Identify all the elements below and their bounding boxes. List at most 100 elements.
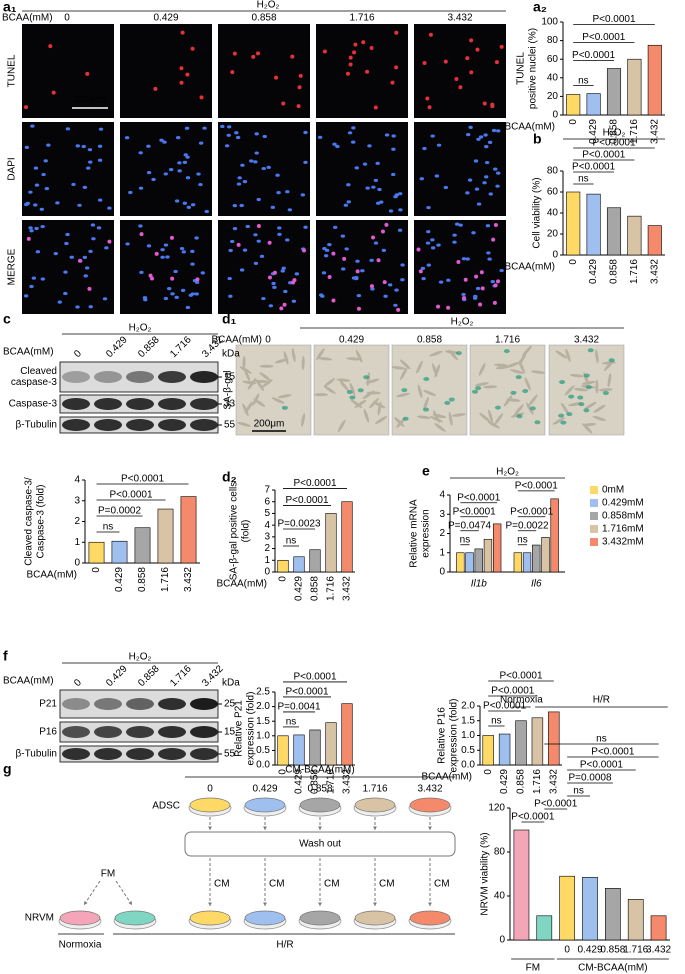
nucleus [345, 71, 350, 76]
x-tick-label: 0.858 [137, 567, 148, 592]
nucleus [83, 274, 88, 278]
nucleus [343, 203, 349, 207]
nucleus [490, 104, 495, 109]
significance-label: P<0.0001 [293, 672, 337, 683]
nucleus [185, 176, 191, 180]
significance-label: P<0.0001 [457, 492, 501, 503]
nucleus [242, 180, 248, 184]
cell [451, 413, 466, 417]
significance-label: P<0.0001 [591, 747, 635, 758]
x-axis-label: BCAA(mM) [504, 262, 555, 273]
x-tick-label: 3.432 [548, 769, 559, 794]
bar [606, 68, 622, 116]
panel-label: g [3, 761, 12, 777]
scheme-label: CM [434, 879, 450, 890]
nucleus [484, 160, 490, 165]
blot-band [126, 419, 154, 431]
nucleus [469, 70, 474, 75]
blot-band [158, 748, 186, 760]
arrow-head [208, 826, 212, 830]
nucleus [436, 143, 442, 147]
cell [518, 352, 527, 365]
panel-label: a₁ [3, 0, 17, 15]
significance-label: P<0.0001 [121, 474, 165, 485]
nucleus [499, 268, 504, 273]
legend-label: 1.716mM [602, 524, 644, 535]
x-tick-label: 0.858 [310, 769, 321, 794]
y-tick-label: 5 [264, 508, 270, 519]
cell [574, 387, 588, 392]
nucleus [81, 144, 86, 149]
nucleus [465, 56, 470, 61]
nucleus [224, 144, 230, 148]
significance-label: P<0.0001 [499, 671, 543, 682]
y-tick-label: 0.5 [461, 745, 475, 756]
arrow-head [428, 902, 432, 906]
y-tick-label: 3 [74, 495, 80, 506]
stained-cell [402, 416, 409, 421]
nucleus [371, 235, 376, 240]
nucleus [82, 255, 88, 259]
nucleus [296, 104, 301, 109]
stained-cell [510, 390, 517, 395]
nucleus [391, 134, 396, 138]
cell [291, 348, 296, 362]
nucleus [88, 249, 93, 253]
nucleus [471, 231, 476, 235]
nucleus [160, 255, 165, 259]
nucleus [96, 226, 102, 230]
cell [448, 349, 459, 361]
dose-label: 0.429 [104, 334, 130, 360]
dish-medium [409, 797, 451, 813]
stained-cell [494, 405, 501, 410]
bar [627, 898, 644, 941]
nucleus [430, 134, 435, 138]
stained-cell [577, 395, 584, 400]
bar [606, 207, 622, 256]
nucleus [183, 153, 188, 157]
nucleus [26, 236, 31, 241]
stained-cell [529, 406, 536, 411]
stained-cell [472, 389, 479, 394]
x-tick-label: 0.429 [588, 259, 599, 284]
nucleus [190, 249, 195, 253]
nucleus [102, 297, 108, 301]
panel-label: f [3, 648, 8, 664]
cell [479, 412, 491, 423]
cell [416, 360, 423, 374]
nucleus [33, 166, 39, 170]
nucleus [179, 246, 185, 251]
nucleus [397, 228, 403, 232]
y-axis-label: Caspase-3 (fold) [36, 485, 47, 559]
significance-label: P=0.0474 [448, 520, 492, 531]
nucleus [41, 172, 46, 177]
y-tick-label: 60 [547, 54, 559, 65]
nucleus [393, 303, 398, 307]
significance-label: ns [578, 75, 589, 86]
cell [595, 379, 599, 394]
nucleus [346, 183, 351, 187]
nucleus [234, 131, 239, 135]
micrograph [316, 220, 408, 314]
nucleus [465, 257, 470, 261]
dose-label: 0.858 [251, 13, 276, 24]
nucleus [236, 182, 242, 186]
dish-medium [409, 910, 451, 926]
nucleus [344, 247, 349, 251]
nucleus [496, 279, 501, 284]
cell [396, 392, 410, 398]
y-tick-label: 2.5 [256, 687, 270, 698]
nucleus [422, 60, 427, 65]
nucleus [198, 141, 204, 145]
cell [475, 382, 489, 387]
nucleus [65, 127, 71, 131]
blot-band [190, 698, 218, 710]
significance-label: P<0.0001 [592, 138, 636, 149]
nucleus [160, 248, 165, 252]
cell [595, 349, 599, 364]
y-tick-label: 0.0 [461, 760, 475, 771]
nucleus [202, 126, 207, 130]
x-tick-label: 0.858 [600, 945, 625, 956]
nucleus [303, 160, 308, 164]
nucleus [199, 95, 204, 100]
